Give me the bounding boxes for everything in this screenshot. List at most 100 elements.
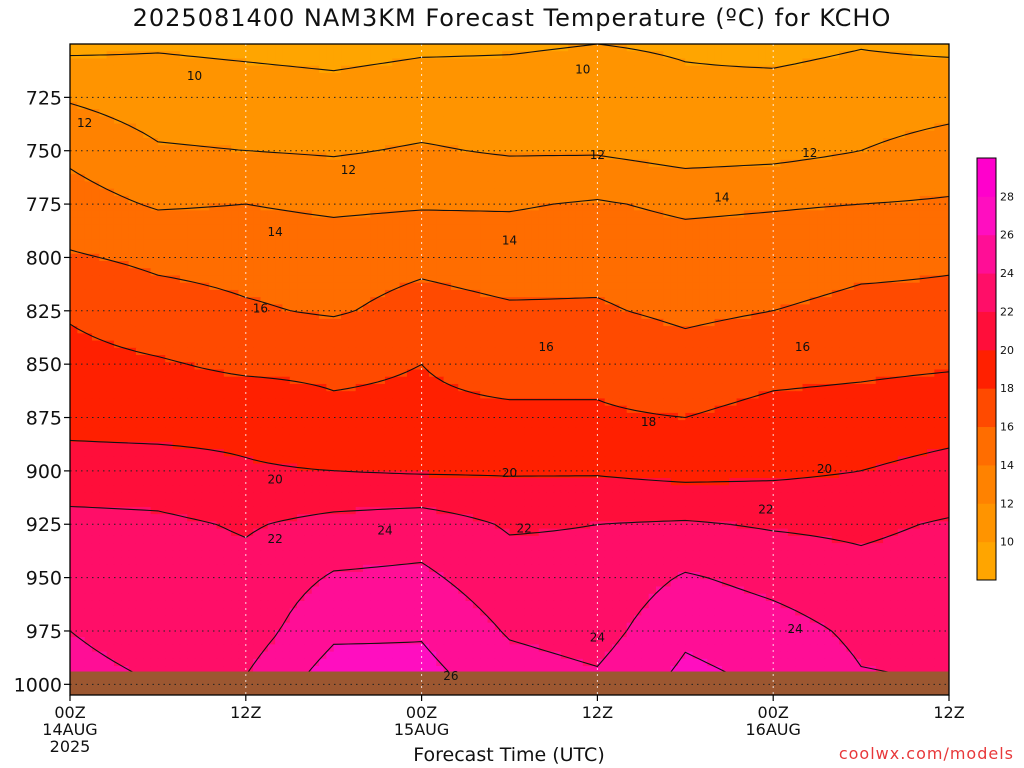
- heat-cell: [919, 239, 928, 248]
- heat-cell: [619, 210, 628, 219]
- heat-cell: [531, 72, 540, 81]
- heat-cell: [553, 261, 562, 269]
- heat-cell: [538, 72, 547, 81]
- heat-cell: [927, 203, 935, 211]
- heat-cell: [568, 138, 577, 146]
- heat-cell: [472, 304, 481, 313]
- heat-cell: [341, 275, 349, 284]
- heat-cell: [289, 80, 298, 88]
- heat-cell: [787, 311, 796, 320]
- heat-cell: [604, 181, 613, 190]
- heat-cell: [524, 289, 533, 298]
- heat-cell: [480, 87, 489, 96]
- heat-cell: [121, 282, 130, 291]
- heat-cell: [509, 65, 518, 74]
- heat-cell: [663, 275, 672, 284]
- heat-cell: [414, 224, 423, 233]
- heat-cell: [187, 80, 196, 88]
- heat-cell: [721, 268, 730, 277]
- heat-cell: [165, 152, 174, 161]
- heat-cell: [509, 123, 518, 132]
- heat-cell: [934, 318, 943, 327]
- heat-cell: [414, 123, 423, 132]
- heat-cell: [179, 130, 188, 139]
- heat-cell: [831, 232, 840, 240]
- heat-cell: [897, 58, 906, 67]
- heat-cell: [743, 44, 752, 52]
- heat-cell: [157, 224, 166, 233]
- heat-cell: [172, 166, 181, 175]
- heat-cell: [604, 268, 613, 277]
- heat-cell: [341, 94, 349, 103]
- heat-cell: [143, 232, 152, 240]
- heat-cell: [377, 94, 386, 103]
- heat-cell: [70, 224, 78, 233]
- heat-cell: [677, 123, 686, 132]
- heat-cell: [590, 333, 598, 342]
- heat-cell: [91, 318, 100, 327]
- heat-cell: [414, 58, 423, 67]
- heat-cell: [524, 326, 533, 334]
- heat-cell: [824, 44, 833, 52]
- heat-cell: [392, 282, 401, 291]
- heat-cell: [817, 268, 826, 277]
- heat-cell: [428, 116, 437, 125]
- heat-cell: [289, 261, 298, 269]
- heat-cell: [582, 232, 591, 240]
- heat-cell: [216, 87, 225, 96]
- heat-cell: [209, 181, 218, 190]
- heat-cell: [736, 44, 745, 52]
- heat-cell: [414, 239, 423, 248]
- heat-cell: [846, 159, 855, 168]
- heat-cell: [253, 268, 262, 277]
- heat-cell: [436, 311, 445, 320]
- heat-cell: [531, 94, 540, 103]
- heat-cell: [787, 261, 796, 269]
- heat-cell: [780, 181, 789, 190]
- heat-cell: [604, 80, 613, 88]
- heat-cell: [150, 333, 159, 342]
- heat-cell: [194, 72, 203, 81]
- heat-cell: [538, 188, 547, 197]
- heat-cell: [663, 80, 672, 88]
- heat-cell: [128, 159, 137, 168]
- heat-cell: [846, 65, 855, 74]
- heat-cell: [443, 217, 452, 226]
- heat-cell: [428, 87, 437, 96]
- heat-cell: [714, 80, 723, 88]
- heat-cell: [590, 44, 598, 52]
- heat-cell: [729, 333, 738, 342]
- heat-cell: [699, 333, 708, 342]
- heat-cell: [582, 224, 591, 233]
- heat-cell: [341, 116, 349, 125]
- heat-cell: [787, 203, 796, 211]
- heat-cell: [546, 65, 555, 74]
- heat-cell: [480, 203, 489, 211]
- heat-cell: [795, 145, 804, 154]
- heat-cell: [597, 51, 606, 60]
- heat-cell: [934, 195, 943, 204]
- heat-cell: [223, 239, 232, 248]
- heat-cell: [450, 51, 459, 60]
- heat-cell: [736, 195, 745, 204]
- heat-cell: [736, 159, 745, 168]
- heat-cell: [524, 210, 533, 219]
- heat-cell: [113, 101, 122, 110]
- heat-cell: [905, 72, 913, 81]
- heat-cell: [172, 340, 181, 349]
- heat-cell: [216, 261, 225, 269]
- heat-cell: [502, 340, 511, 349]
- heat-cell: [927, 304, 935, 313]
- heat-cell: [480, 116, 489, 125]
- heat-cell: [165, 239, 174, 248]
- heat-cell: [494, 253, 503, 262]
- heat-cell: [692, 217, 701, 226]
- heat-cell: [699, 130, 708, 139]
- heat-cell: [187, 340, 196, 349]
- heat-cell: [297, 80, 305, 88]
- heat-cell: [436, 268, 445, 277]
- heat-cell: [289, 109, 298, 117]
- heat-cell: [656, 181, 664, 190]
- heat-cell: [297, 188, 305, 197]
- heat-cell: [677, 268, 686, 277]
